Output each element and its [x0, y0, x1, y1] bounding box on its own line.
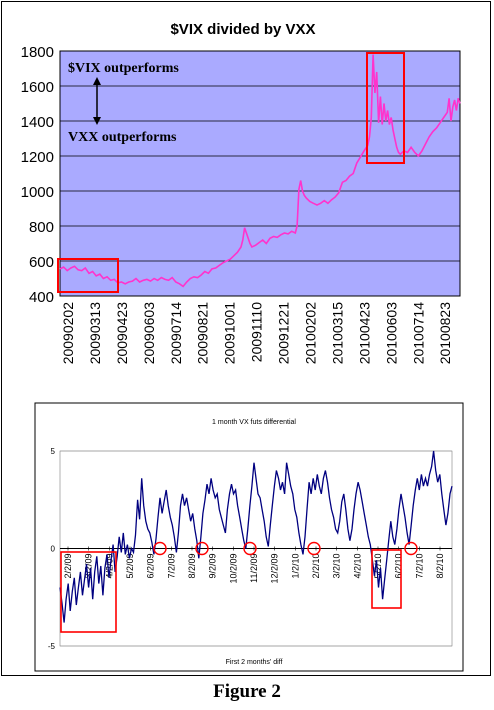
bottom-chart-x-tick-label: 9/2/09 — [208, 554, 218, 579]
bottom-chart-zero-cross-circle — [243, 541, 257, 556]
bottom-chart-x-tick-label: 5/2/10 — [373, 554, 383, 579]
bottom-chart-x-axis: 2/2/09 3/2/09 4/2/09 5/2/09 6/2/09 7/2/09 8/2/… — [63, 546, 445, 584]
top-chart-x-tick-label: 20090423 — [114, 302, 130, 365]
figure-frame — [1, 1, 491, 676]
bottom-chart-y-tick-label: -5 — [48, 642, 56, 651]
top-chart-y-tick-label: 1400 — [21, 114, 54, 131]
top-chart-x-tick-label: 20100315 — [329, 302, 345, 365]
bottom-chart-x-tick-label: 11/2/09 — [249, 554, 259, 583]
top-chart-title: $VIX divided by VXX — [170, 21, 315, 38]
bottom-chart-x-tick-label: 6/2/10 — [394, 554, 404, 579]
top-chart-highlight-box-left — [57, 258, 119, 293]
bottom-chart-x-tick-label: 8/2/10 — [435, 554, 445, 579]
top-chart: $VIX divided by VXX 400 600 800 1000 1200 140… — [21, 21, 461, 365]
bottom-chart-series-line — [59, 450, 453, 623]
top-chart-gridlines — [60, 85, 460, 262]
top-chart-annotation-top: $VIX outperforms — [68, 61, 179, 76]
bottom-chart-title: 1 month VX futs differential — [212, 419, 296, 426]
figure-caption: Figure 2 — [213, 681, 281, 702]
top-chart-y-tick-label: 800 — [29, 219, 54, 236]
top-chart-x-tick-label: 20090714 — [168, 302, 184, 365]
bottom-chart-x-tick-label: 7/2/10 — [414, 554, 424, 579]
top-chart-x-tick-label: 20090603 — [141, 302, 157, 365]
top-chart-annotation-bottom: VXX outperforms — [68, 130, 177, 145]
top-chart-series-line — [59, 54, 461, 288]
top-chart-highlight-box-right — [366, 52, 405, 164]
bottom-chart-x-tick-label: 4/2/09 — [104, 554, 114, 579]
bottom-chart-x-tick-label: 8/2/09 — [187, 554, 197, 579]
bottom-chart-zero-cross-circle — [153, 541, 167, 556]
top-chart-x-axis: 20090202 20090313 20090423 20090603 20090714… — [60, 302, 453, 365]
bottom-chart-x-tick-label: 6/2/09 — [146, 554, 156, 579]
bottom-chart-x-tick-label: 2/2/09 — [63, 554, 73, 579]
top-chart-x-tick-label: 20100603 — [383, 302, 399, 365]
top-chart-y-tick-label: 1000 — [21, 184, 54, 201]
top-chart-x-tick-label: 20100423 — [356, 302, 372, 365]
bottom-chart-x-tick-label: 1/2/10 — [290, 554, 300, 579]
bottom-chart-y-axis: -5 0 5 — [48, 447, 56, 651]
top-chart-x-tick-label: 20100202 — [303, 302, 319, 365]
top-chart-y-axis: 400 600 800 1000 1200 1400 1600 1800 — [21, 44, 54, 306]
bottom-chart-y-tick-label: 5 — [51, 447, 56, 456]
top-chart-y-tick-label: 400 — [29, 289, 54, 306]
top-chart-y-tick-label: 1600 — [21, 79, 54, 96]
top-chart-x-tick-label: 20091001 — [222, 302, 238, 365]
bottom-chart-x-tick-label: 12/2/09 — [270, 554, 280, 584]
bottom-chart-x-tick-label: 7/2/09 — [166, 554, 176, 579]
bottom-chart: 1 month VX futs differential -5 0 5 2/2/09… — [34, 402, 464, 672]
top-chart-x-tick-label: 20090202 — [60, 302, 76, 365]
bottom-chart-x-tick-label: 4/2/10 — [352, 554, 362, 579]
bottom-chart-x-label: First 2 months' diff — [226, 659, 283, 666]
bottom-chart-x-tick-label: 3/2/10 — [332, 554, 342, 579]
top-chart-y-tick-label: 1200 — [21, 149, 54, 166]
top-chart-x-tick-label: 20091221 — [276, 302, 292, 365]
top-chart-x-tick-label: 20091110 — [249, 302, 265, 362]
bottom-chart-zero-cross-circle — [404, 541, 418, 556]
bottom-chart-y-tick-label: 0 — [51, 545, 56, 554]
top-chart-double-arrow — [93, 77, 101, 125]
bottom-chart-x-tick-label: 5/2/09 — [125, 554, 135, 579]
bottom-chart-x-tick-label: 3/2/09 — [84, 554, 94, 579]
bottom-chart-zero-cross-circle — [307, 541, 321, 556]
top-chart-x-tick-label: 20100714 — [410, 302, 426, 365]
top-chart-y-tick-label: 1800 — [21, 44, 54, 61]
bottom-chart-highlight-box-left — [60, 551, 117, 633]
bottom-chart-highlight-box-right — [371, 549, 402, 609]
top-chart-x-tick-label: 20090313 — [87, 302, 103, 365]
top-chart-x-tick-label: 20100823 — [437, 302, 453, 365]
bottom-chart-x-tick-label: 2/2/10 — [311, 554, 321, 579]
top-chart-plot-area — [59, 50, 461, 297]
bottom-chart-zero-cross-circles — [153, 541, 418, 556]
bottom-chart-x-tick-label: 10/2/09 — [228, 554, 238, 584]
top-chart-y-tick-label: 600 — [29, 254, 54, 271]
top-chart-x-tick-label: 20090821 — [195, 302, 211, 365]
bottom-chart-zero-cross-circle — [195, 541, 209, 556]
